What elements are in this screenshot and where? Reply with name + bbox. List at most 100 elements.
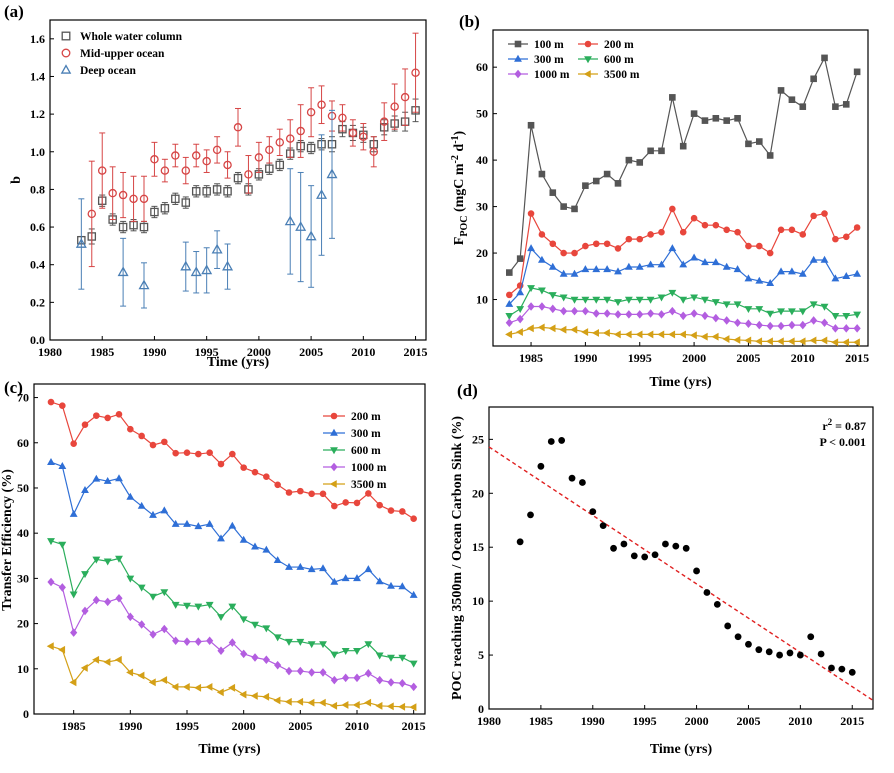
data-point [636, 235, 644, 243]
data-point [369, 147, 379, 157]
trend-line [488, 446, 874, 701]
data-point [342, 499, 349, 506]
data-point [202, 156, 211, 166]
data-point [217, 460, 225, 468]
data-point [296, 697, 304, 706]
y-tick-label: 70 [17, 391, 29, 405]
data-point [766, 279, 775, 287]
y-tick-label: 15 [472, 540, 484, 554]
data-point [69, 678, 77, 687]
data-point [787, 267, 796, 275]
data-point [228, 521, 237, 529]
data-point [216, 688, 224, 697]
data-point [755, 646, 763, 654]
data-point [183, 519, 191, 527]
data-point [842, 101, 850, 108]
data-point [646, 260, 655, 268]
data-point [411, 68, 420, 77]
data-point [798, 337, 806, 346]
x-tick-label: 1980 [38, 345, 62, 359]
axis-title-part: ) [452, 130, 467, 135]
y-tick-label: 50 [476, 107, 488, 121]
data-point [810, 75, 817, 83]
data-point [364, 669, 372, 678]
data-point [506, 269, 513, 276]
data-point [657, 294, 666, 302]
data-point [81, 571, 89, 579]
data-point [379, 117, 389, 126]
data-point [744, 336, 752, 345]
y-tick-label: 0 [478, 702, 484, 716]
data-point [505, 330, 513, 339]
y-tick-label: 60 [476, 60, 488, 74]
data-point [527, 244, 535, 252]
data-point [820, 336, 828, 345]
data-point [679, 311, 687, 321]
data-point [138, 279, 150, 290]
data-point [603, 170, 611, 178]
data-point [559, 294, 568, 302]
data-point [647, 147, 654, 155]
x-axis-title-c: Time (yrs) [198, 742, 261, 757]
axis-title-part: -1 [450, 135, 461, 143]
data-point [798, 269, 807, 277]
data-point [306, 143, 316, 153]
data-point [262, 655, 270, 665]
data-point [69, 591, 78, 599]
data-point [711, 258, 720, 266]
x-tick-label: 2005 [288, 719, 312, 733]
data-point [171, 151, 180, 160]
data-point [658, 147, 665, 155]
x-tick-label: 2005 [299, 345, 323, 359]
data-point [59, 402, 66, 409]
data-point [149, 510, 157, 518]
data-point [285, 638, 293, 646]
data-point [390, 102, 399, 111]
data-point [777, 308, 785, 316]
data-point [47, 538, 55, 546]
y-tick-label: 0.0 [30, 333, 45, 347]
data-point [733, 336, 741, 344]
data-point [582, 182, 589, 189]
data-point [734, 228, 741, 236]
data-point [316, 189, 328, 199]
data-point [398, 678, 406, 688]
data-point [47, 577, 55, 587]
data-point [723, 316, 731, 325]
data-point [296, 638, 305, 646]
data-point [657, 330, 665, 339]
data-point [183, 602, 191, 610]
legend-label: 300 m [534, 54, 564, 66]
data-point [387, 581, 395, 589]
data-point [690, 214, 698, 222]
data-point [114, 655, 122, 664]
data-point [338, 113, 347, 123]
data-point [353, 574, 361, 582]
data-point [307, 641, 316, 649]
data-point [820, 255, 829, 263]
data-point [776, 651, 783, 659]
data-point [820, 318, 829, 328]
chart-a: 1980 1985 1990 1995 2000 2005 2010 2015 0.0 0.2 0.… [4, 2, 428, 370]
data-point [582, 242, 589, 250]
data-point [842, 272, 851, 280]
data-point [505, 313, 514, 321]
data-point [262, 625, 271, 633]
data-point [137, 501, 146, 509]
x-tick-label: 2000 [682, 351, 706, 365]
data-point [712, 313, 720, 323]
data-point [195, 450, 202, 458]
data-point [126, 668, 134, 677]
data-point [538, 170, 546, 178]
data-point [636, 310, 644, 319]
data-point [712, 114, 720, 122]
plot-frame [492, 29, 869, 347]
x-tick-label: 1990 [118, 719, 142, 733]
data-point [538, 302, 546, 311]
data-point [103, 658, 111, 666]
x-tick-label: 2000 [232, 719, 256, 733]
data-point [353, 647, 361, 655]
data-point [527, 210, 535, 217]
data-point [341, 647, 350, 655]
data-point [744, 274, 753, 282]
